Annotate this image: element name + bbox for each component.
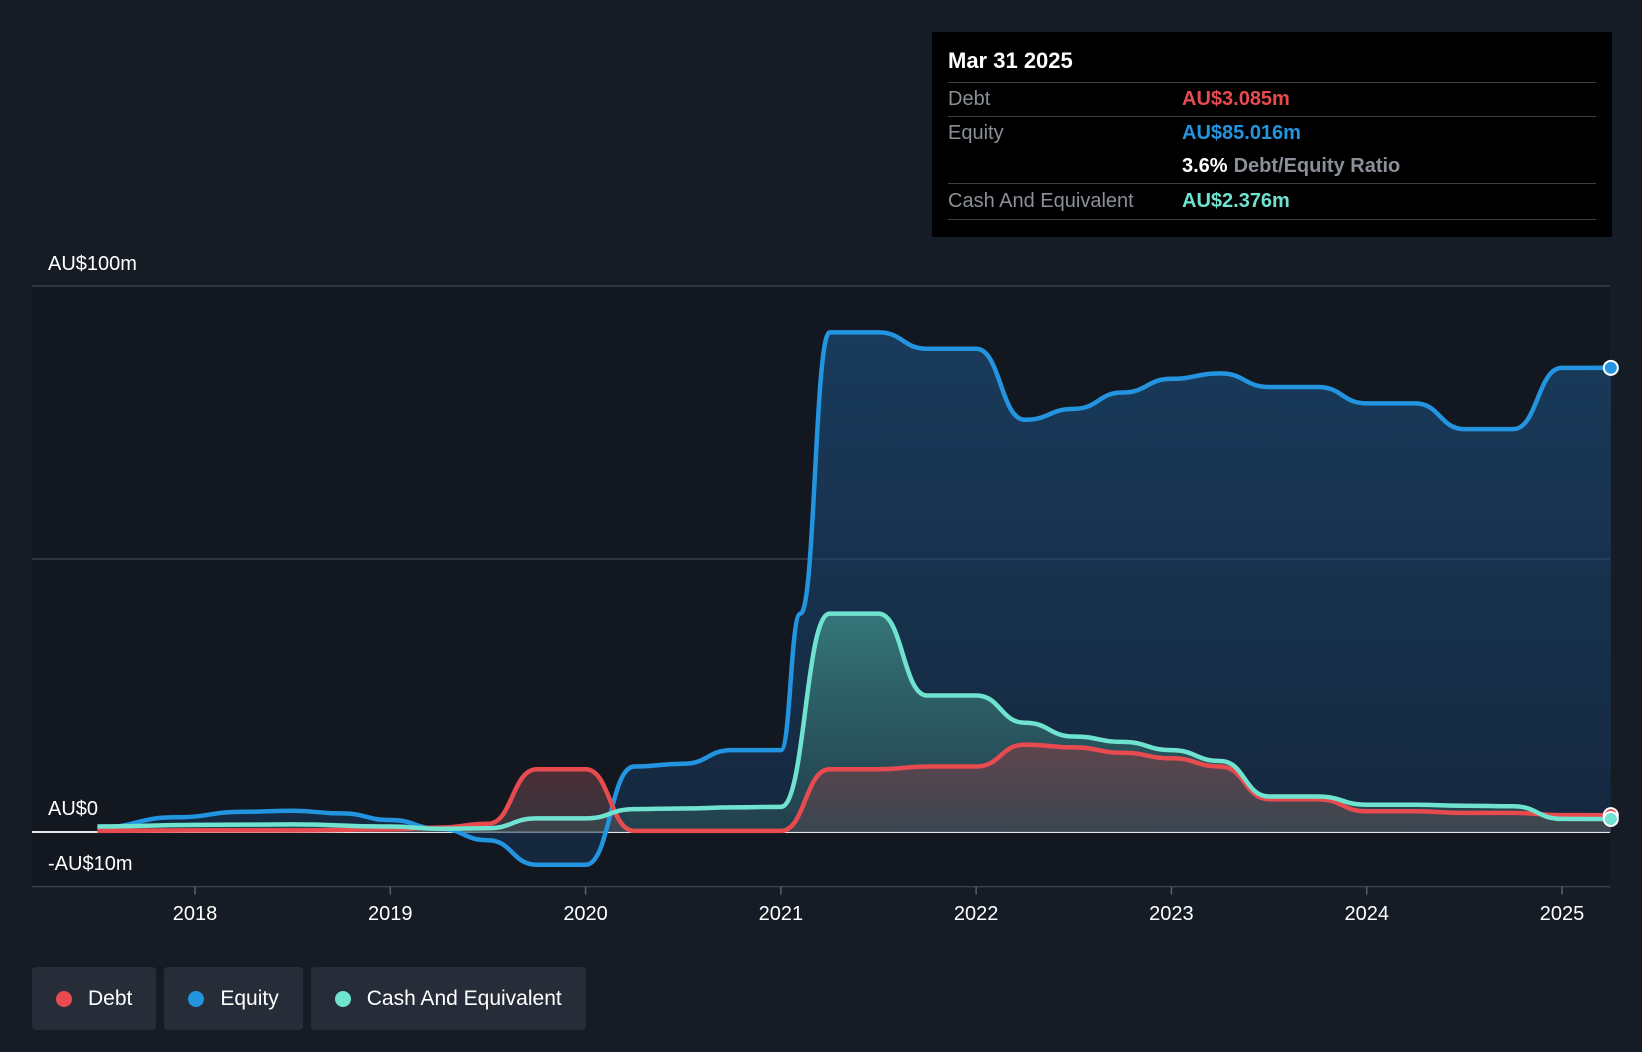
x-tick-label-2019: 2019 <box>368 903 413 925</box>
tooltip-date: Mar 31 2025 <box>948 48 1073 73</box>
cash-dot-icon <box>334 990 351 1007</box>
x-tick-label-2018: 2018 <box>173 903 218 925</box>
x-tick-label-2021: 2021 <box>759 903 804 925</box>
x-tick-label-2020: 2020 <box>563 903 608 925</box>
cash-end-point <box>1602 811 1619 828</box>
tooltip-debt-value: AU$3.085m <box>1182 88 1290 110</box>
tooltip-equity-label: Equity <box>948 122 1004 144</box>
equity-line <box>97 330 1611 868</box>
legend-item-cash[interactable]: Cash And Equivalent <box>310 967 586 1030</box>
legend-item-debt[interactable]: Debt <box>32 967 157 1030</box>
tooltip-cash-value: AU$2.376m <box>1182 190 1290 212</box>
y-label-bottom: -AU$10m <box>48 853 132 875</box>
tooltip-debt-label: Debt <box>948 88 991 110</box>
x-tick-label-2024: 2024 <box>1344 903 1389 925</box>
tooltip-ratio-label: Debt/Equity Ratio <box>1233 155 1401 177</box>
series-areas <box>97 332 1611 865</box>
tooltip-ratio-row: 3.6% Debt/Equity Ratio <box>948 150 1596 183</box>
series-lines <box>97 330 1611 868</box>
tooltip: Mar 31 2025 Debt AU$3.085m Equity AU$85.… <box>932 32 1612 237</box>
tooltip-cash-row: Cash And Equivalent AU$2.376m <box>948 183 1596 220</box>
legend: Debt Equity Cash And Equivalent <box>32 967 586 1030</box>
equity-dot-icon <box>188 990 205 1007</box>
tooltip-ratio-value: 3.6% <box>1182 155 1228 177</box>
legend-label-cash: Cash And Equivalent <box>366 986 562 1010</box>
end-markers <box>1602 359 1619 828</box>
y-label-top: AU$100m <box>48 253 137 275</box>
x-tick-label-2025: 2025 <box>1540 903 1585 925</box>
legend-label-debt: Debt <box>88 986 133 1010</box>
x-axis: 2018 2019 2020 2021 2022 2023 2024 2025 <box>173 886 1585 925</box>
x-tick-label-2022: 2022 <box>954 903 999 925</box>
tooltip-debt-row: Debt AU$3.085m <box>948 82 1596 116</box>
cash-line <box>97 611 1611 831</box>
legend-label-equity: Equity <box>220 986 279 1010</box>
tooltip-equity-row: Equity AU$85.016m <box>948 116 1596 150</box>
equity-area <box>97 332 1611 865</box>
x-tick-label-2023: 2023 <box>1149 903 1194 925</box>
debt-dot-icon <box>56 990 72 1007</box>
y-label-zero: AU$0 <box>48 798 98 820</box>
debt-area <box>97 744 1611 832</box>
equity-end-point <box>1602 359 1619 376</box>
tooltip-cash-label: Cash And Equivalent <box>948 190 1134 212</box>
legend-item-equity[interactable]: Equity <box>164 967 303 1030</box>
tooltip-equity-value: AU$85.016m <box>1182 122 1301 144</box>
